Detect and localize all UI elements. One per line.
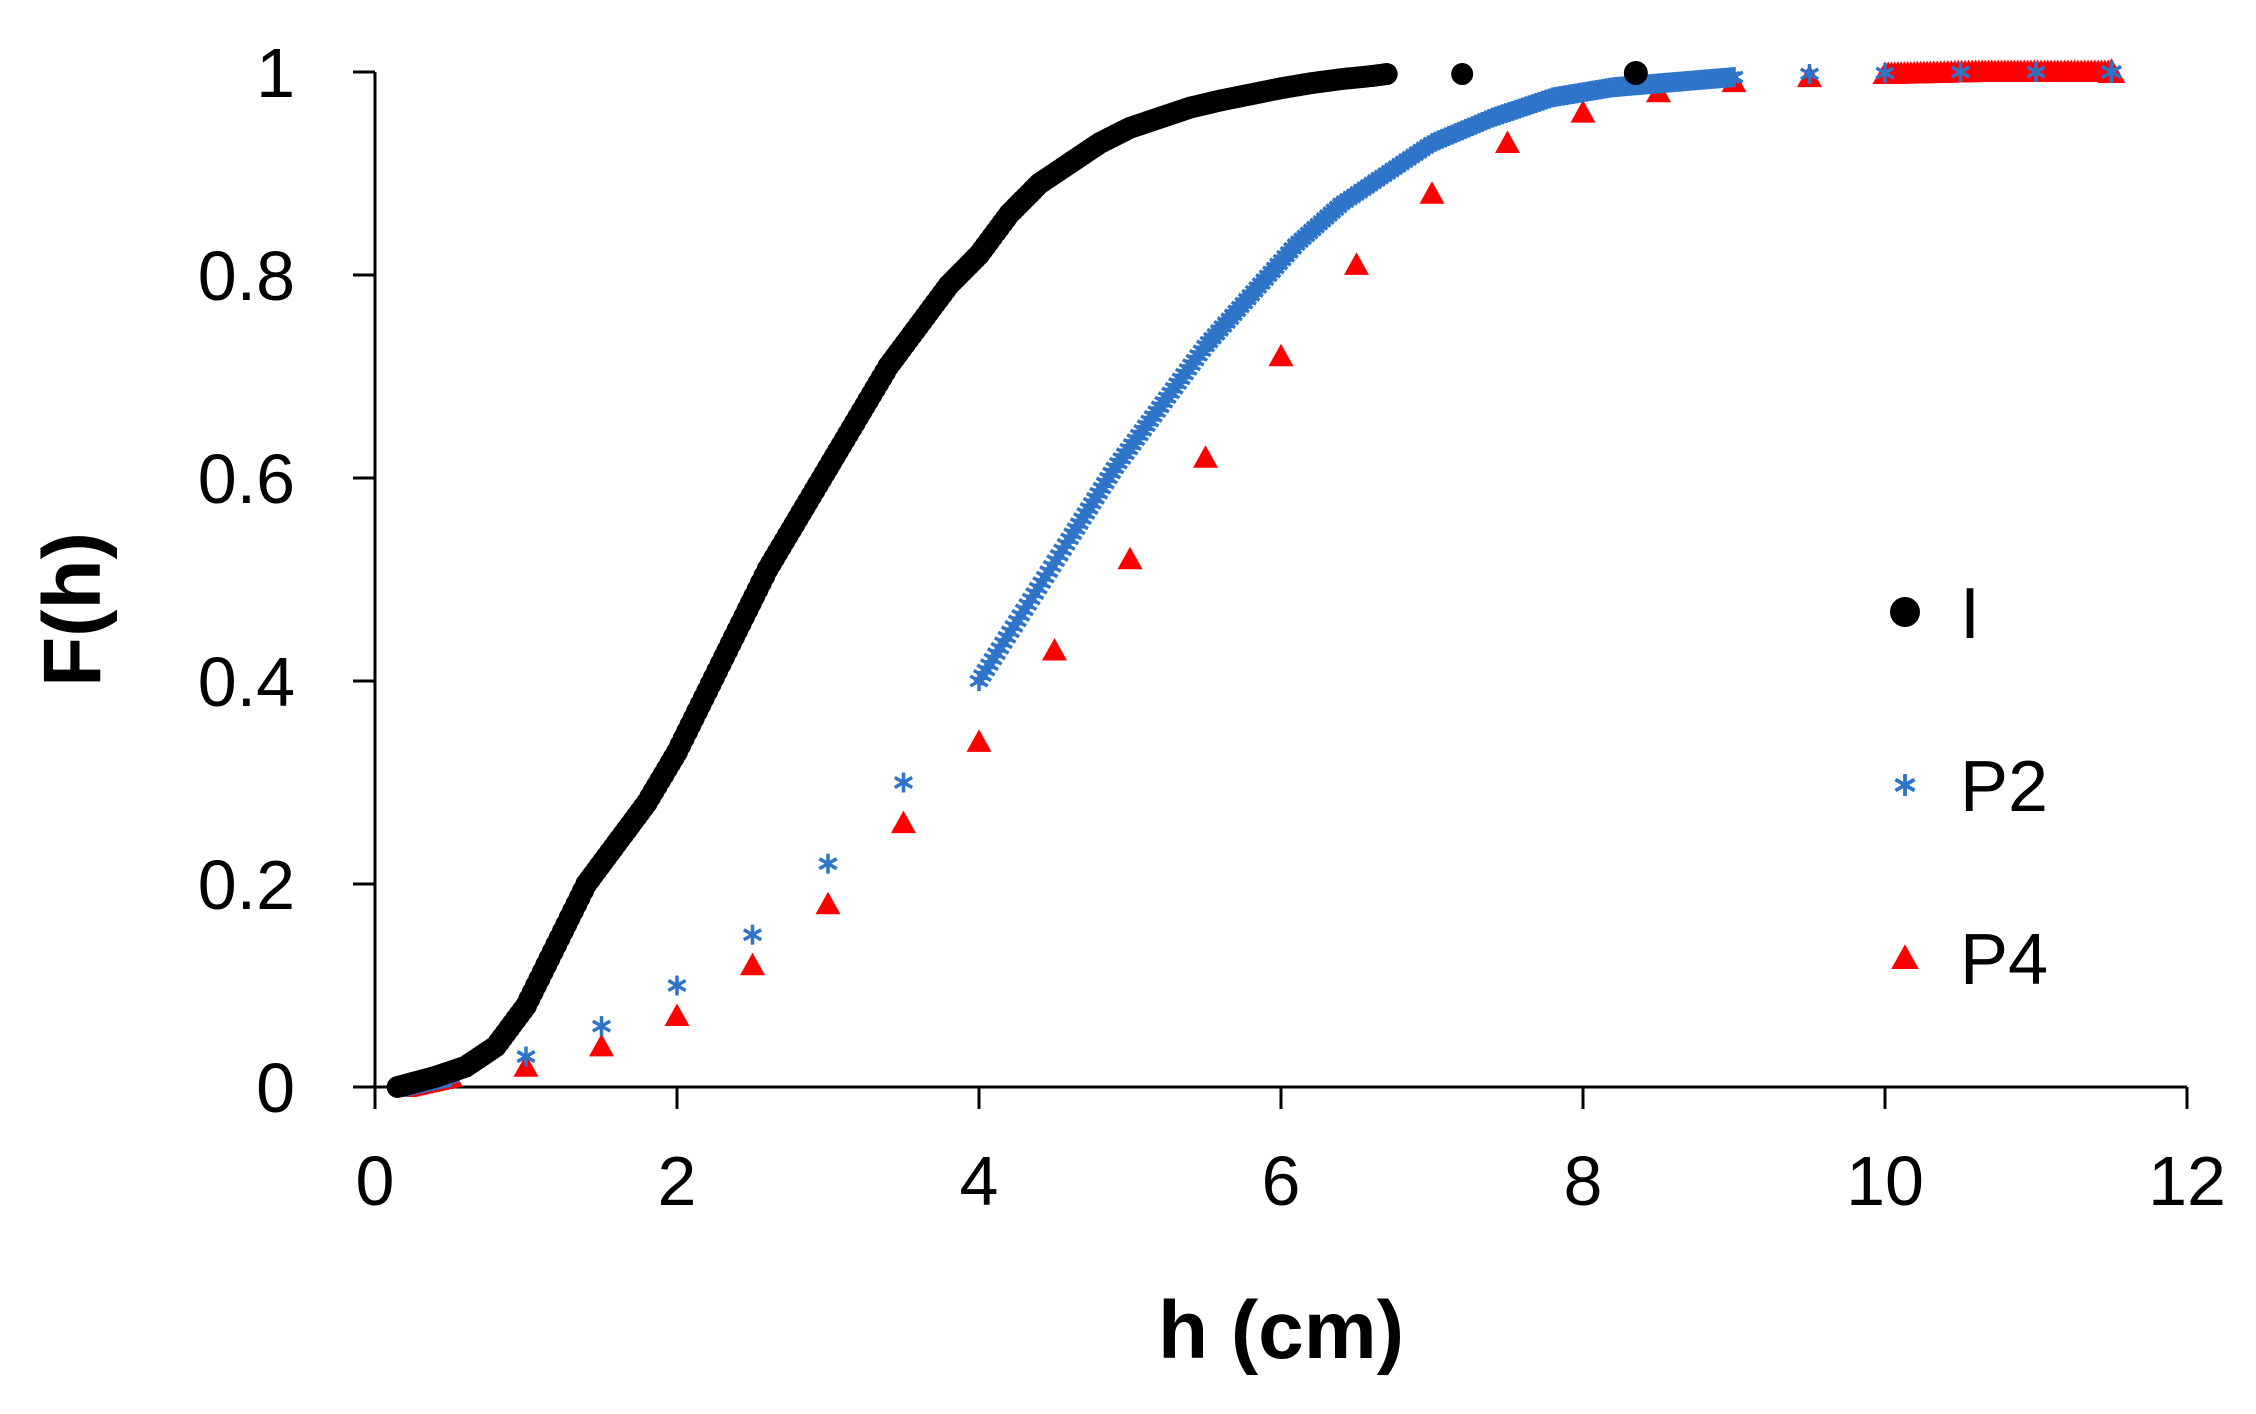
series-p2 [395, 61, 2123, 1097]
legend-item-i: I [1890, 574, 1980, 654]
x-tick-label: 2 [658, 1142, 697, 1220]
data-point [2100, 61, 2123, 83]
data-point [1724, 67, 1744, 88]
legend-marker [1891, 944, 1919, 969]
y-axis-title: F(h) [27, 532, 118, 687]
data-point [1570, 100, 1596, 123]
star-stroke [591, 1019, 612, 1033]
data-point [591, 1016, 612, 1037]
data-point [891, 810, 916, 834]
y-tick-label: 0 [256, 1049, 295, 1127]
y-tick-label: 0.2 [198, 846, 295, 924]
data-point [893, 772, 914, 793]
legend-label: I [1960, 574, 1980, 654]
series-p4 [392, 58, 2126, 1097]
plot-area [386, 58, 2126, 1098]
data-point [1042, 638, 1067, 661]
data-point [2026, 62, 2046, 82]
y-tick-label: 0.6 [198, 440, 295, 518]
star-stroke [516, 1050, 536, 1064]
star-stroke [1950, 65, 1971, 79]
star-stroke [818, 857, 838, 871]
data-point [818, 853, 838, 874]
x-tick-label: 0 [356, 1142, 395, 1220]
x-tick-label: 4 [960, 1142, 999, 1220]
data-point [664, 1003, 690, 1026]
data-point [516, 1046, 536, 1067]
data-point [1193, 445, 1218, 468]
star-stroke [2026, 65, 2046, 79]
data-point [1344, 252, 1369, 275]
data-point [1117, 546, 1143, 570]
data-point [1623, 61, 1648, 86]
star-stroke [1799, 67, 1820, 81]
data-point [1799, 64, 1820, 85]
y-tick-label: 0.4 [198, 643, 295, 721]
data-point [966, 729, 992, 752]
legend-label: P4 [1960, 920, 2048, 1000]
star-stroke [1875, 66, 1895, 80]
star-stroke [667, 978, 687, 993]
legend-item-p2: P2 [1894, 747, 2048, 827]
data-point [667, 975, 687, 996]
x-axis-title: h (cm) [1158, 1285, 1404, 1376]
star-stroke [893, 775, 914, 790]
x-tick-label: 8 [1564, 1142, 1603, 1220]
data-point [1451, 63, 1474, 86]
data-point [1950, 62, 1971, 82]
series-i [386, 61, 1648, 1098]
legend: I P2 P4 [1890, 574, 2048, 1000]
legend-label: P2 [1960, 747, 2048, 827]
data-point [1268, 343, 1294, 367]
star-stroke [1894, 777, 1916, 793]
data-point [740, 952, 765, 976]
axes: 0 2 4 6 8 10 12 0 0.2 0.4 0.6 0.8 1 [198, 34, 2226, 1220]
y-tick-label: 0.8 [198, 237, 295, 315]
star-stroke [1724, 70, 1744, 84]
legend-item-p4: P4 [1891, 920, 2048, 1000]
data-point [1875, 63, 1895, 84]
legend-marker [1890, 597, 1920, 627]
x-tick-label: 6 [1262, 1142, 1301, 1220]
data-point [742, 924, 763, 945]
x-tick-label: 10 [1846, 1142, 1924, 1220]
data-point [1495, 130, 1520, 154]
star-stroke [2100, 64, 2123, 80]
star-stroke [742, 928, 763, 942]
data-point [1419, 181, 1445, 204]
data-point [815, 891, 841, 915]
data-point [589, 1033, 614, 1057]
data-point [1375, 63, 1398, 86]
legend-marker [1894, 774, 1916, 796]
y-tick-label: 1 [256, 34, 295, 112]
x-tick-label: 12 [2148, 1142, 2226, 1220]
